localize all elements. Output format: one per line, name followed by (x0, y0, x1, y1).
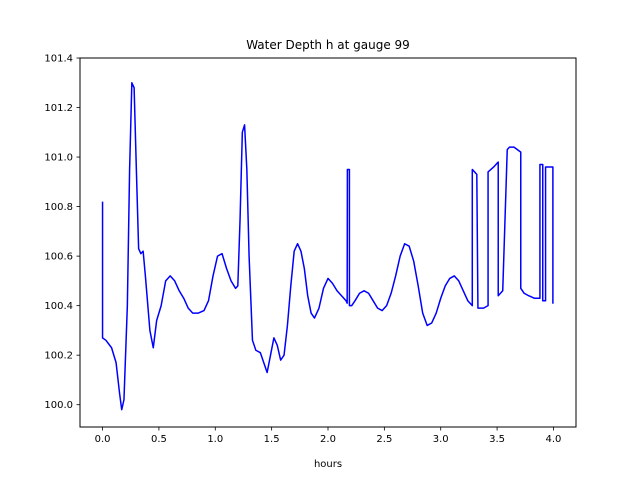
y-tick-label: 101.0 (44, 153, 73, 164)
plot-area (101, 82, 554, 411)
x-tick-label: 2.5 (376, 434, 392, 445)
y-tick-label: 100.6 (44, 252, 73, 263)
x-tick-label: 2.0 (320, 434, 336, 445)
x-axis: 0.0 0.5 1.0 1.5 2.0 2.5 3.0 3.5 4.0 (95, 427, 562, 445)
y-tick-label: 101.2 (44, 103, 73, 114)
x-tick-label: 0.5 (151, 434, 167, 445)
x-tick-label: 1.0 (207, 434, 223, 445)
x-tick-label: 3.0 (433, 434, 449, 445)
y-tick-label: 100.2 (44, 351, 73, 362)
x-tick-label: 0.0 (95, 434, 111, 445)
chart-title: Water Depth h at gauge 99 (246, 38, 410, 52)
y-tick-label: 100.4 (44, 301, 73, 312)
x-axis-label: hours (314, 459, 342, 470)
y-tick-label: 101.4 (44, 54, 73, 65)
x-tick-label: 4.0 (546, 434, 562, 445)
y-tick-label: 100.8 (44, 202, 73, 213)
x-tick-label: 1.5 (264, 434, 280, 445)
y-tick-label: 100.0 (44, 400, 73, 411)
y-axis: 100.0 100.2 100.4 100.6 100.8 101.0 101.2 101.4 (44, 54, 80, 411)
series-line-0 (101, 82, 554, 411)
x-tick-label: 3.5 (489, 434, 505, 445)
